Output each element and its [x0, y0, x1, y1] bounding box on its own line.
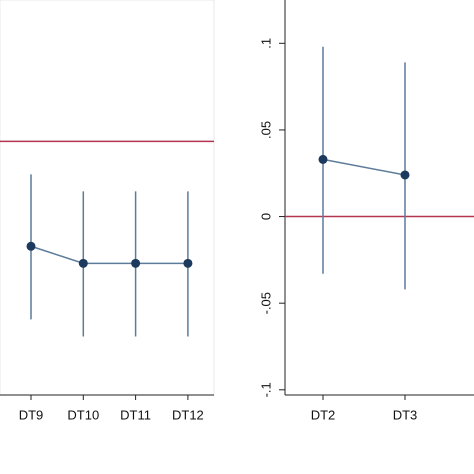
y-tick-label: .05: [258, 121, 273, 139]
x-tick-label: DT2: [311, 407, 336, 422]
point: [400, 170, 410, 180]
y-tick-label: 0: [258, 213, 273, 220]
x-tick-label: DT10: [67, 407, 99, 422]
x-tick-label: DT3: [393, 407, 418, 422]
y-tick-label: -.1: [258, 382, 273, 397]
x-tick-label: DT11: [120, 407, 151, 422]
y-tick-label: .1: [258, 38, 273, 49]
point: [26, 241, 36, 251]
series-line: [322, 158, 406, 176]
point: [78, 258, 88, 268]
left-plot-frame: [0, 0, 215, 396]
x-tick-label: DT12: [172, 407, 204, 422]
y-tick-label: -.05: [258, 292, 273, 314]
point: [318, 154, 328, 164]
series-line: [30, 245, 188, 265]
point: [131, 258, 141, 268]
x-tick-label: DT9: [19, 407, 44, 422]
point: [183, 258, 193, 268]
